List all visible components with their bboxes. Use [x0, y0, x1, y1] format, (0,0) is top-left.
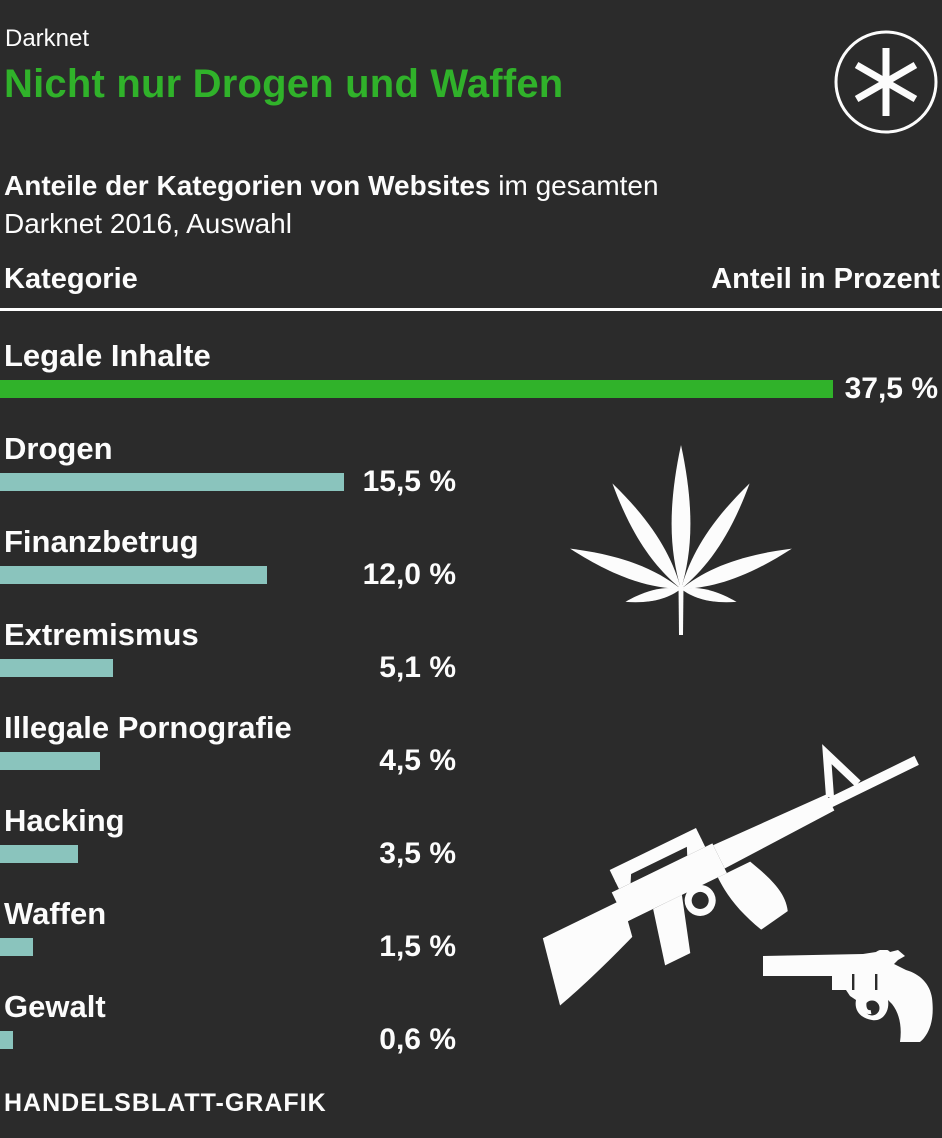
subtitle-rest: im gesamten: [490, 170, 659, 201]
bar-track: 3,5 %: [0, 837, 942, 870]
bar-label: Gewalt: [4, 989, 106, 1024]
kicker: Darknet: [5, 25, 90, 52]
bar-row: Waffen 1,5 %: [0, 896, 942, 963]
bar-label: Waffen: [4, 896, 107, 931]
bar-value: 3,5 %: [379, 837, 456, 870]
bar-value: 0,6 %: [379, 1023, 456, 1056]
bar-row: Drogen 15,5 %: [0, 431, 942, 498]
bar-track: 12,0 %: [0, 558, 942, 591]
bar-track: 37,5 %: [0, 372, 942, 405]
bar-value: 1,5 %: [379, 930, 456, 963]
bar-fill: [0, 1031, 13, 1049]
bar-row: Finanzbetrug 12,0 %: [0, 524, 942, 591]
bar-fill: [0, 659, 113, 677]
bar-label: Hacking: [4, 803, 125, 838]
bar-row: Gewalt 0,6 %: [0, 989, 942, 1056]
bar-row: Legale Inhalte 37,5 %: [0, 338, 942, 405]
bar-label: Legale Inhalte: [4, 338, 211, 373]
bar-value: 12,0 %: [362, 558, 456, 591]
bar-label: Finanzbetrug: [4, 524, 199, 559]
bar-fill: [0, 845, 78, 863]
bar-track: 1,5 %: [0, 930, 942, 963]
subtitle-line2: Darknet 2016, Auswahl: [4, 208, 292, 239]
bar-value: 4,5 %: [379, 744, 456, 777]
column-headers: Kategorie Anteil in Prozent: [0, 263, 942, 311]
bar-track: 0,6 %: [0, 1023, 942, 1056]
subtitle-bold: Anteile der Kategorien von Websites: [4, 170, 491, 201]
bar-chart: Legale Inhalte 37,5 % Drogen 15,5 % Fina…: [0, 311, 942, 1056]
column-header-percent: Anteil in Prozent: [711, 263, 940, 295]
bar-label: Illegale Pornografie: [4, 710, 292, 745]
bar-fill: [0, 938, 33, 956]
page-title: Nicht nur Drogen und Waffen: [4, 62, 564, 106]
bar-value: 5,1 %: [379, 651, 456, 684]
bar-fill: [0, 380, 833, 398]
column-header-category: Kategorie: [4, 263, 138, 295]
bar-row: Hacking 3,5 %: [0, 803, 942, 870]
bar-fill: [0, 752, 100, 770]
bar-row: Illegale Pornografie 4,5 %: [0, 710, 942, 777]
source-credit: HANDELSBLATT-GRAFIK: [4, 1089, 327, 1117]
bar-row: Extremismus 5,1 %: [0, 617, 942, 684]
bar-track: 5,1 %: [0, 651, 942, 684]
bar-label: Drogen: [4, 431, 113, 466]
bar-value: 15,5 %: [362, 465, 456, 498]
chart-subtitle: Anteile der Kategorien von Websites im g…: [0, 167, 942, 243]
bar-track: 4,5 %: [0, 744, 942, 777]
bar-track: 15,5 %: [0, 465, 942, 498]
bar-label: Extremismus: [4, 617, 199, 652]
bar-value: 37,5 %: [844, 372, 938, 405]
bar-fill: [0, 566, 267, 584]
bar-fill: [0, 473, 344, 491]
